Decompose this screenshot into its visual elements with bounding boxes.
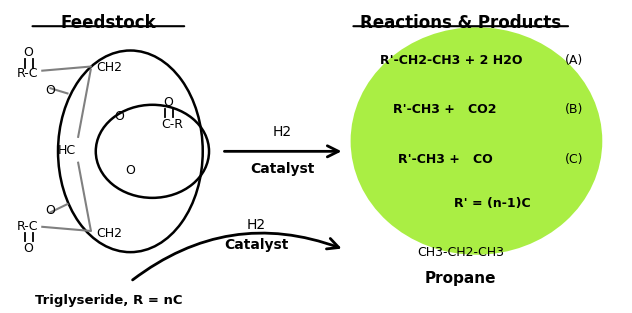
Text: C-R: C-R: [162, 118, 183, 131]
Ellipse shape: [351, 27, 602, 255]
Text: O: O: [46, 84, 56, 97]
Text: (A): (A): [565, 54, 583, 67]
Text: Feedstock: Feedstock: [61, 14, 156, 32]
Text: O: O: [125, 164, 135, 177]
Text: R-C: R-C: [17, 67, 39, 80]
Text: Reactions & Products: Reactions & Products: [360, 14, 561, 32]
Text: O: O: [46, 204, 56, 217]
Text: Propane: Propane: [425, 270, 497, 285]
Text: R-C: R-C: [17, 220, 39, 233]
Text: R'-CH2-CH3 + 2 H2O: R'-CH2-CH3 + 2 H2O: [380, 54, 523, 67]
Text: (B): (B): [565, 104, 583, 116]
Text: HC: HC: [58, 144, 76, 157]
Text: H2: H2: [273, 125, 292, 139]
Text: R'-CH3 +   CO: R'-CH3 + CO: [398, 152, 492, 166]
Text: Triglyseride, R = nC: Triglyseride, R = nC: [35, 294, 182, 307]
Text: H2: H2: [246, 218, 266, 232]
Text: CH2: CH2: [97, 227, 123, 239]
Text: O: O: [163, 96, 173, 109]
Text: O: O: [23, 242, 33, 255]
Text: O: O: [115, 110, 125, 123]
Text: O: O: [23, 46, 33, 59]
Text: CH2: CH2: [97, 61, 123, 74]
Text: CH3-CH2-CH3: CH3-CH2-CH3: [417, 246, 504, 259]
Text: Catalyst: Catalyst: [250, 162, 315, 177]
Text: Catalyst: Catalyst: [224, 239, 288, 252]
Text: R'-CH3 +   CO2: R'-CH3 + CO2: [393, 104, 497, 116]
Text: (C): (C): [565, 152, 583, 166]
Text: R' = (n-1)C: R' = (n-1)C: [454, 197, 530, 209]
